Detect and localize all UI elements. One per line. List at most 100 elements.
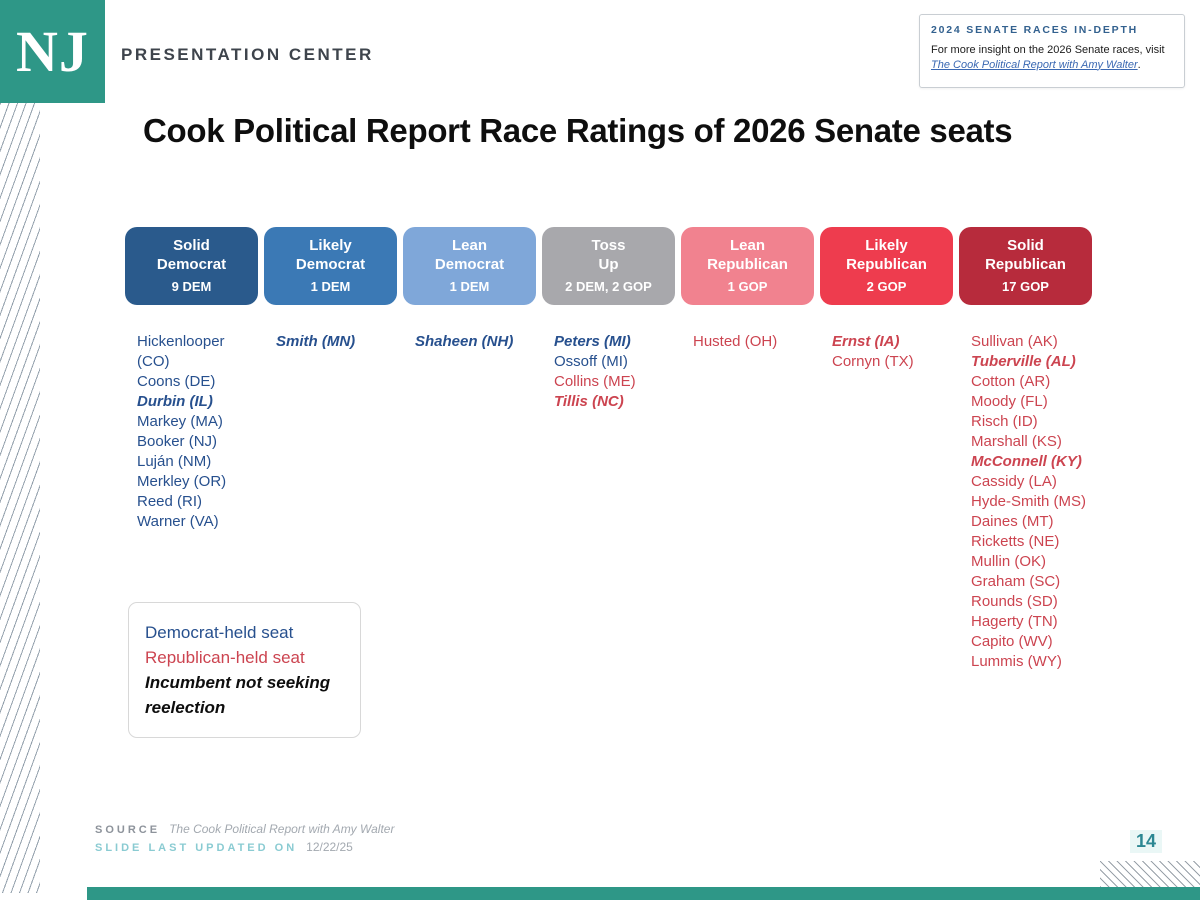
info-box-text: For more insight on the 2026 Senate race… — [931, 44, 1165, 56]
member-list: Hickenlooper (CO) Coons (DE) Durbin (IL) Ma… — [125, 332, 258, 532]
senator-entry: Warner (VA) — [137, 513, 219, 530]
pill-label: Solid — [173, 237, 210, 254]
senator-entry: Booker (NJ) — [137, 433, 218, 450]
corner-hatch-decoration — [1100, 861, 1200, 887]
senator-entry: Ossoff (MI) — [554, 353, 628, 370]
senator-entry: Cornyn (TX) — [832, 353, 914, 370]
senator-entry: Tillis (NC) — [554, 393, 624, 410]
legend-box: Democrat-held seat Republican-held seat In… — [128, 602, 361, 738]
pill-count: 1 DEM — [449, 279, 490, 294]
legend-item: Incumbent not seeking reelection — [145, 673, 331, 717]
senator-entry: Husted (OH) — [693, 333, 778, 350]
link-period: . — [1137, 58, 1141, 71]
rating-pill: Toss Up 2 DEM, 2 GOP — [542, 227, 675, 305]
pill-count: 2 GOP — [866, 279, 907, 294]
senator-entry: Hyde-Smith (MS) — [971, 493, 1087, 510]
pill-label: Up — [598, 256, 619, 273]
rating-column: Likely Republican 2 GOP Ernst (IA) Cornyn (T… — [820, 227, 953, 672]
member-list: Shaheen (NH) — [403, 332, 536, 352]
senator-entry: Peters (MI) — [554, 333, 631, 350]
info-box-body: For more insight on the 2026 Senate race… — [931, 43, 1173, 72]
senator-entry: Luján (NM) — [137, 453, 212, 470]
senator-entry: Rounds (SD) — [971, 593, 1058, 610]
page-title: Cook Political Report Race Ratings of 20… — [143, 112, 1013, 149]
senator-entry: Sullivan (AK) — [971, 333, 1058, 350]
senator-entry: Capito (WV) — [971, 633, 1053, 650]
senator-entry: Cotton (AR) — [971, 373, 1051, 390]
senator-entry: Reed (RI) — [137, 493, 203, 510]
senator-entry: Ernst (IA) — [832, 333, 900, 350]
senator-entry: Collins (ME) — [554, 373, 636, 390]
nj-logo-text: NJ — [16, 19, 89, 84]
pill-label: Republican — [985, 256, 1066, 273]
pill-label: Democrat — [434, 256, 505, 273]
senator-entry: Tuberville (AL) — [971, 353, 1076, 370]
member-list: Smith (MN) — [264, 332, 397, 352]
senator-entry: Marshall (KS) — [971, 433, 1062, 450]
senator-entry: Daines (MT) — [971, 513, 1054, 530]
pill-count: 17 GOP — [1002, 279, 1049, 294]
pill-count: 1 DEM — [310, 279, 351, 294]
pill-label: Democrat — [295, 256, 366, 273]
senator-entry: Ricketts (NE) — [971, 533, 1060, 550]
senator-entry: Smith (MN) — [276, 333, 356, 350]
member-list: Husted (OH) — [681, 332, 814, 352]
rating-columns: Solid Democrat 9 DEM Hickenlooper (CO) Coons… — [125, 227, 1093, 672]
pill-count: 1 GOP — [727, 279, 768, 294]
source-label: SOURCE — [95, 824, 161, 836]
rating-column: Likely Democrat 1 DEM Smith (MN) — [264, 227, 397, 672]
rating-column: Lean Democrat 1 DEM Shaheen (NH) — [403, 227, 536, 672]
nj-logo: NJ — [0, 0, 105, 103]
info-box: 2024 SENATE RACES IN-DEPTH For more insi… — [919, 14, 1185, 88]
footer: SOURCE The Cook Political Report with Am… — [95, 822, 394, 858]
updated-value: 12/22/25 — [306, 840, 353, 854]
updated-label: SLIDE LAST UPDATED ON — [95, 842, 298, 854]
senator-entry: Moody (FL) — [971, 393, 1048, 410]
senator-entry: Hagerty (TN) — [971, 613, 1058, 630]
pill-label: Lean — [451, 237, 487, 254]
rating-pill: Lean Republican 1 GOP — [681, 227, 814, 305]
rating-column: Solid Republican 17 GOP Sullivan (AK) Tuberv… — [959, 227, 1092, 672]
left-hatch-decoration — [0, 103, 40, 893]
bottom-teal-bar — [87, 887, 1200, 900]
legend-item: Democrat-held seat — [145, 623, 294, 642]
pill-label: Likely — [865, 237, 908, 254]
rating-pill: Lean Democrat 1 DEM — [403, 227, 536, 305]
pill-label: Likely — [309, 237, 352, 254]
rating-pill: Likely Democrat 1 DEM — [264, 227, 397, 305]
pill-label: Toss — [591, 237, 626, 254]
pill-count: 9 DEM — [171, 279, 212, 294]
senator-entry: Cassidy (LA) — [971, 473, 1057, 490]
pill-label: Lean — [729, 237, 765, 254]
page-number: 14 — [1130, 830, 1163, 853]
rating-column: Toss Up 2 DEM, 2 GOP Peters (MI) Ossoff (MI)… — [542, 227, 675, 672]
senator-entry: Risch (ID) — [971, 413, 1038, 430]
pill-label: Republican — [846, 256, 927, 273]
rating-pill: Solid Democrat 9 DEM — [125, 227, 258, 305]
senator-entry: Durbin (IL) — [137, 393, 213, 410]
senator-entry: Merkley (OR) — [137, 473, 227, 490]
rating-pill: Likely Republican 2 GOP — [820, 227, 953, 305]
member-list: Sullivan (AK) Tuberville (AL) Cotton (AR) M… — [959, 332, 1092, 672]
pill-label: Solid — [1007, 237, 1044, 254]
senator-entry: Hickenlooper (CO) — [137, 333, 225, 370]
senator-entry: Mullin (OK) — [971, 553, 1047, 570]
senator-entry: Markey (MA) — [137, 413, 223, 430]
senator-entry: Shaheen (NH) — [415, 333, 514, 350]
legend-item: Republican-held seat — [145, 648, 305, 667]
info-box-title: 2024 SENATE RACES IN-DEPTH — [931, 24, 1139, 36]
presentation-center-label: PRESENTATION CENTER — [121, 45, 374, 64]
cook-political-report-link[interactable]: The Cook Political Report with Amy Walte… — [931, 58, 1138, 71]
pill-label: Republican — [707, 256, 788, 273]
pill-label: Democrat — [156, 256, 227, 273]
rating-pill: Solid Republican 17 GOP — [959, 227, 1092, 305]
senator-entry: Coons (DE) — [137, 373, 216, 390]
member-list: Ernst (IA) Cornyn (TX) — [820, 332, 953, 372]
member-list: Peters (MI) Ossoff (MI) Collins (ME) Tillis… — [542, 332, 675, 412]
pill-count: 2 DEM, 2 GOP — [565, 279, 652, 294]
senator-entry: McConnell (KY) — [971, 453, 1082, 470]
rating-column: Solid Democrat 9 DEM Hickenlooper (CO) Coons… — [125, 227, 258, 672]
senator-entry: Graham (SC) — [971, 573, 1061, 590]
senator-entry: Lummis (WY) — [971, 653, 1062, 670]
